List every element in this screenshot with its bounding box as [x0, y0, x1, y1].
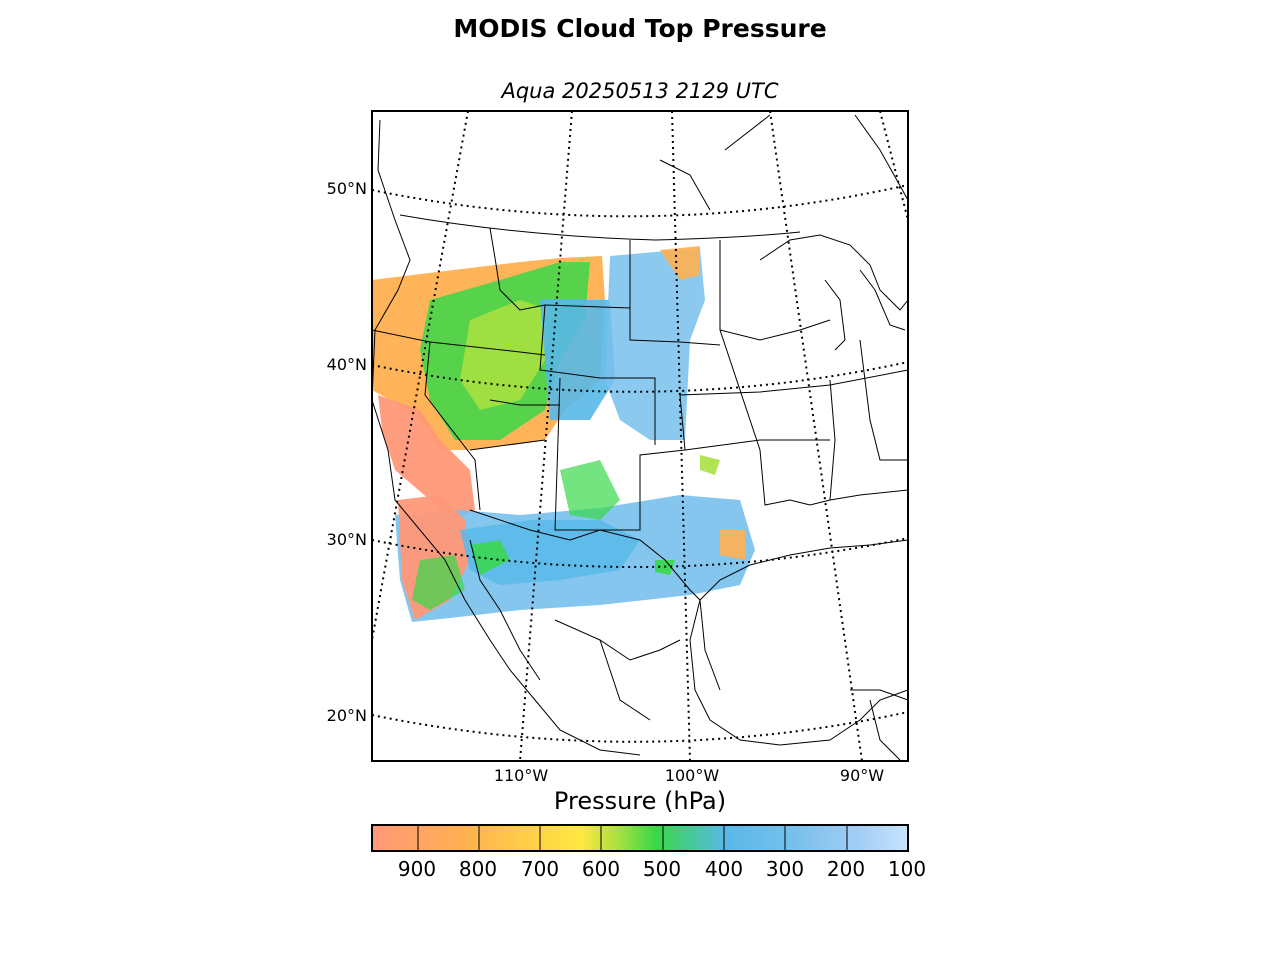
colorbar-tick-300: 300 [766, 857, 804, 881]
colorbar-tick-500: 500 [643, 857, 681, 881]
colorbar-tick-700: 700 [521, 857, 559, 881]
lon-label-110w: 110°W [494, 766, 549, 785]
colorbar-tick-800: 800 [459, 857, 497, 881]
lat-label-30: 30°N [327, 530, 367, 549]
colorbar-dividers [417, 825, 848, 851]
graticule [372, 111, 908, 761]
lat-label-40: 40°N [327, 355, 367, 374]
colorbar-label: Pressure (hPa) [553, 787, 727, 815]
colorbar-gradient [372, 825, 908, 851]
lat-label-20: 20°N [327, 706, 367, 725]
lon-label-100w: 100°W [665, 766, 720, 785]
colorbar-tick-900: 900 [398, 857, 436, 881]
colorbar-tick-400: 400 [705, 857, 743, 881]
lon-label-90w: 90°W [840, 766, 884, 785]
colorbar-tick-100: 100 [888, 857, 926, 881]
colorbar-frame [371, 824, 909, 852]
colorbar: 900 800 700 600 500 400 300 200 100 [371, 824, 926, 881]
boundaries [372, 114, 908, 761]
colorbar-tick-200: 200 [827, 857, 865, 881]
colorbar-tick-600: 600 [582, 857, 620, 881]
chart-title: MODIS Cloud Top Pressure [453, 14, 827, 43]
map-panel [372, 111, 908, 761]
chart-subtitle: Aqua 20250513 2129 UTC [501, 79, 779, 103]
map-frame [371, 110, 909, 762]
lat-label-50: 50°N [327, 179, 367, 198]
